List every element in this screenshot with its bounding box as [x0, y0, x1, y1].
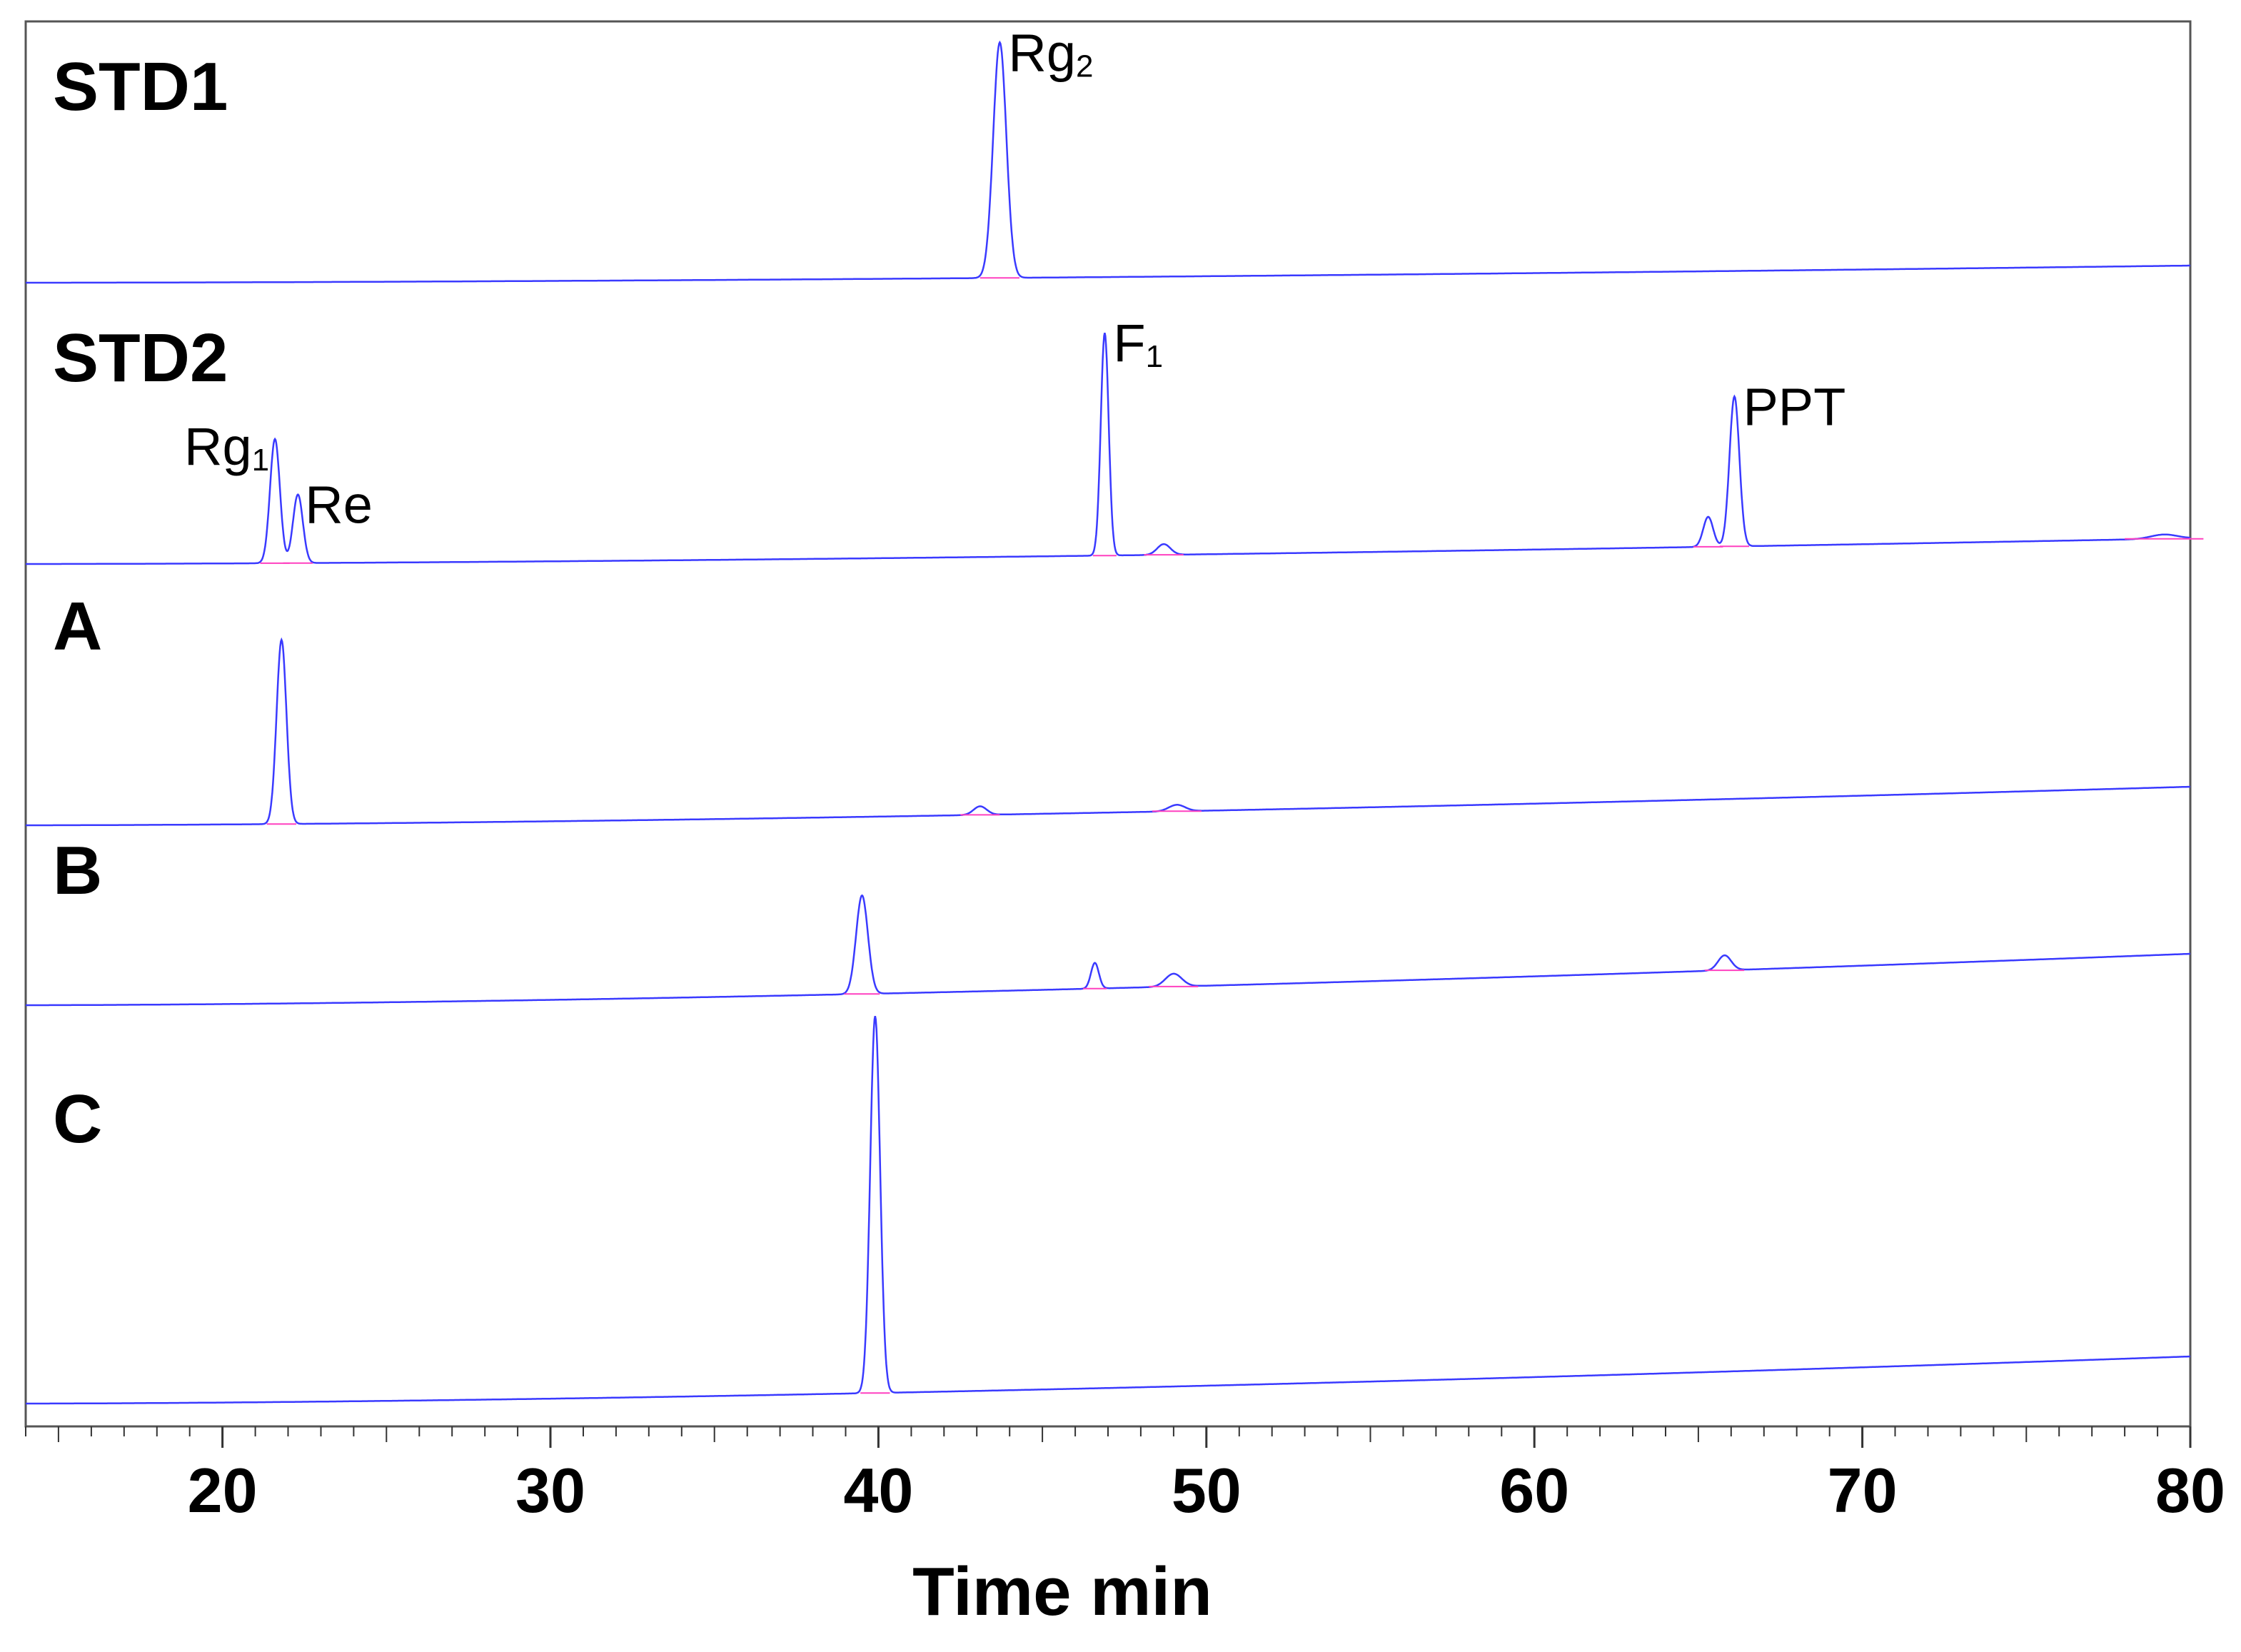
x-tick-label: 60 — [1499, 1455, 1569, 1526]
trace-b: B — [26, 832, 2190, 1007]
trace-label-c: C — [53, 1081, 102, 1157]
trace-line-std2 — [26, 332, 2191, 565]
peak-label-rg1: Rg1 — [184, 417, 269, 478]
trace-label-a: A — [53, 588, 102, 665]
x-tick-label: 40 — [843, 1455, 913, 1526]
peak-label-re: Re — [305, 475, 373, 535]
trace-label-b: B — [53, 832, 102, 909]
x-tick-label: 70 — [1828, 1455, 1898, 1526]
x-tick-label: 30 — [515, 1455, 585, 1526]
peak-label-ppt: PPT — [1743, 377, 1845, 436]
x-axis: 20 30 40 50 60 70 80 — [25, 1426, 2225, 1526]
x-tick-label: 50 — [1172, 1455, 1242, 1526]
x-tick-label: 80 — [2155, 1455, 2225, 1526]
trace-line-std1 — [26, 40, 2190, 284]
traces-layer: STD1 Rg2 STD2 Rg1 Re F1 PPT A B C — [26, 23, 2204, 1405]
trace-line-c — [26, 1015, 2190, 1405]
trace-line-b — [26, 894, 2190, 1007]
trace-std2: STD2 Rg1 Re F1 PPT — [26, 313, 2204, 565]
trace-line-a — [26, 637, 2190, 827]
trace-a: A — [26, 588, 2190, 827]
trace-label-std2: STD2 — [53, 320, 228, 396]
x-axis-label: Time min — [912, 1553, 1212, 1630]
trace-label-std1: STD1 — [53, 49, 228, 125]
trace-c: C — [26, 1015, 2190, 1405]
x-tick-label: 20 — [188, 1455, 258, 1526]
peak-label-rg2: Rg2 — [1008, 23, 1093, 84]
peak-label-f1: F1 — [1113, 313, 1163, 374]
trace-std1: STD1 Rg2 — [26, 23, 2190, 284]
plot-frame — [24, 20, 2192, 1428]
